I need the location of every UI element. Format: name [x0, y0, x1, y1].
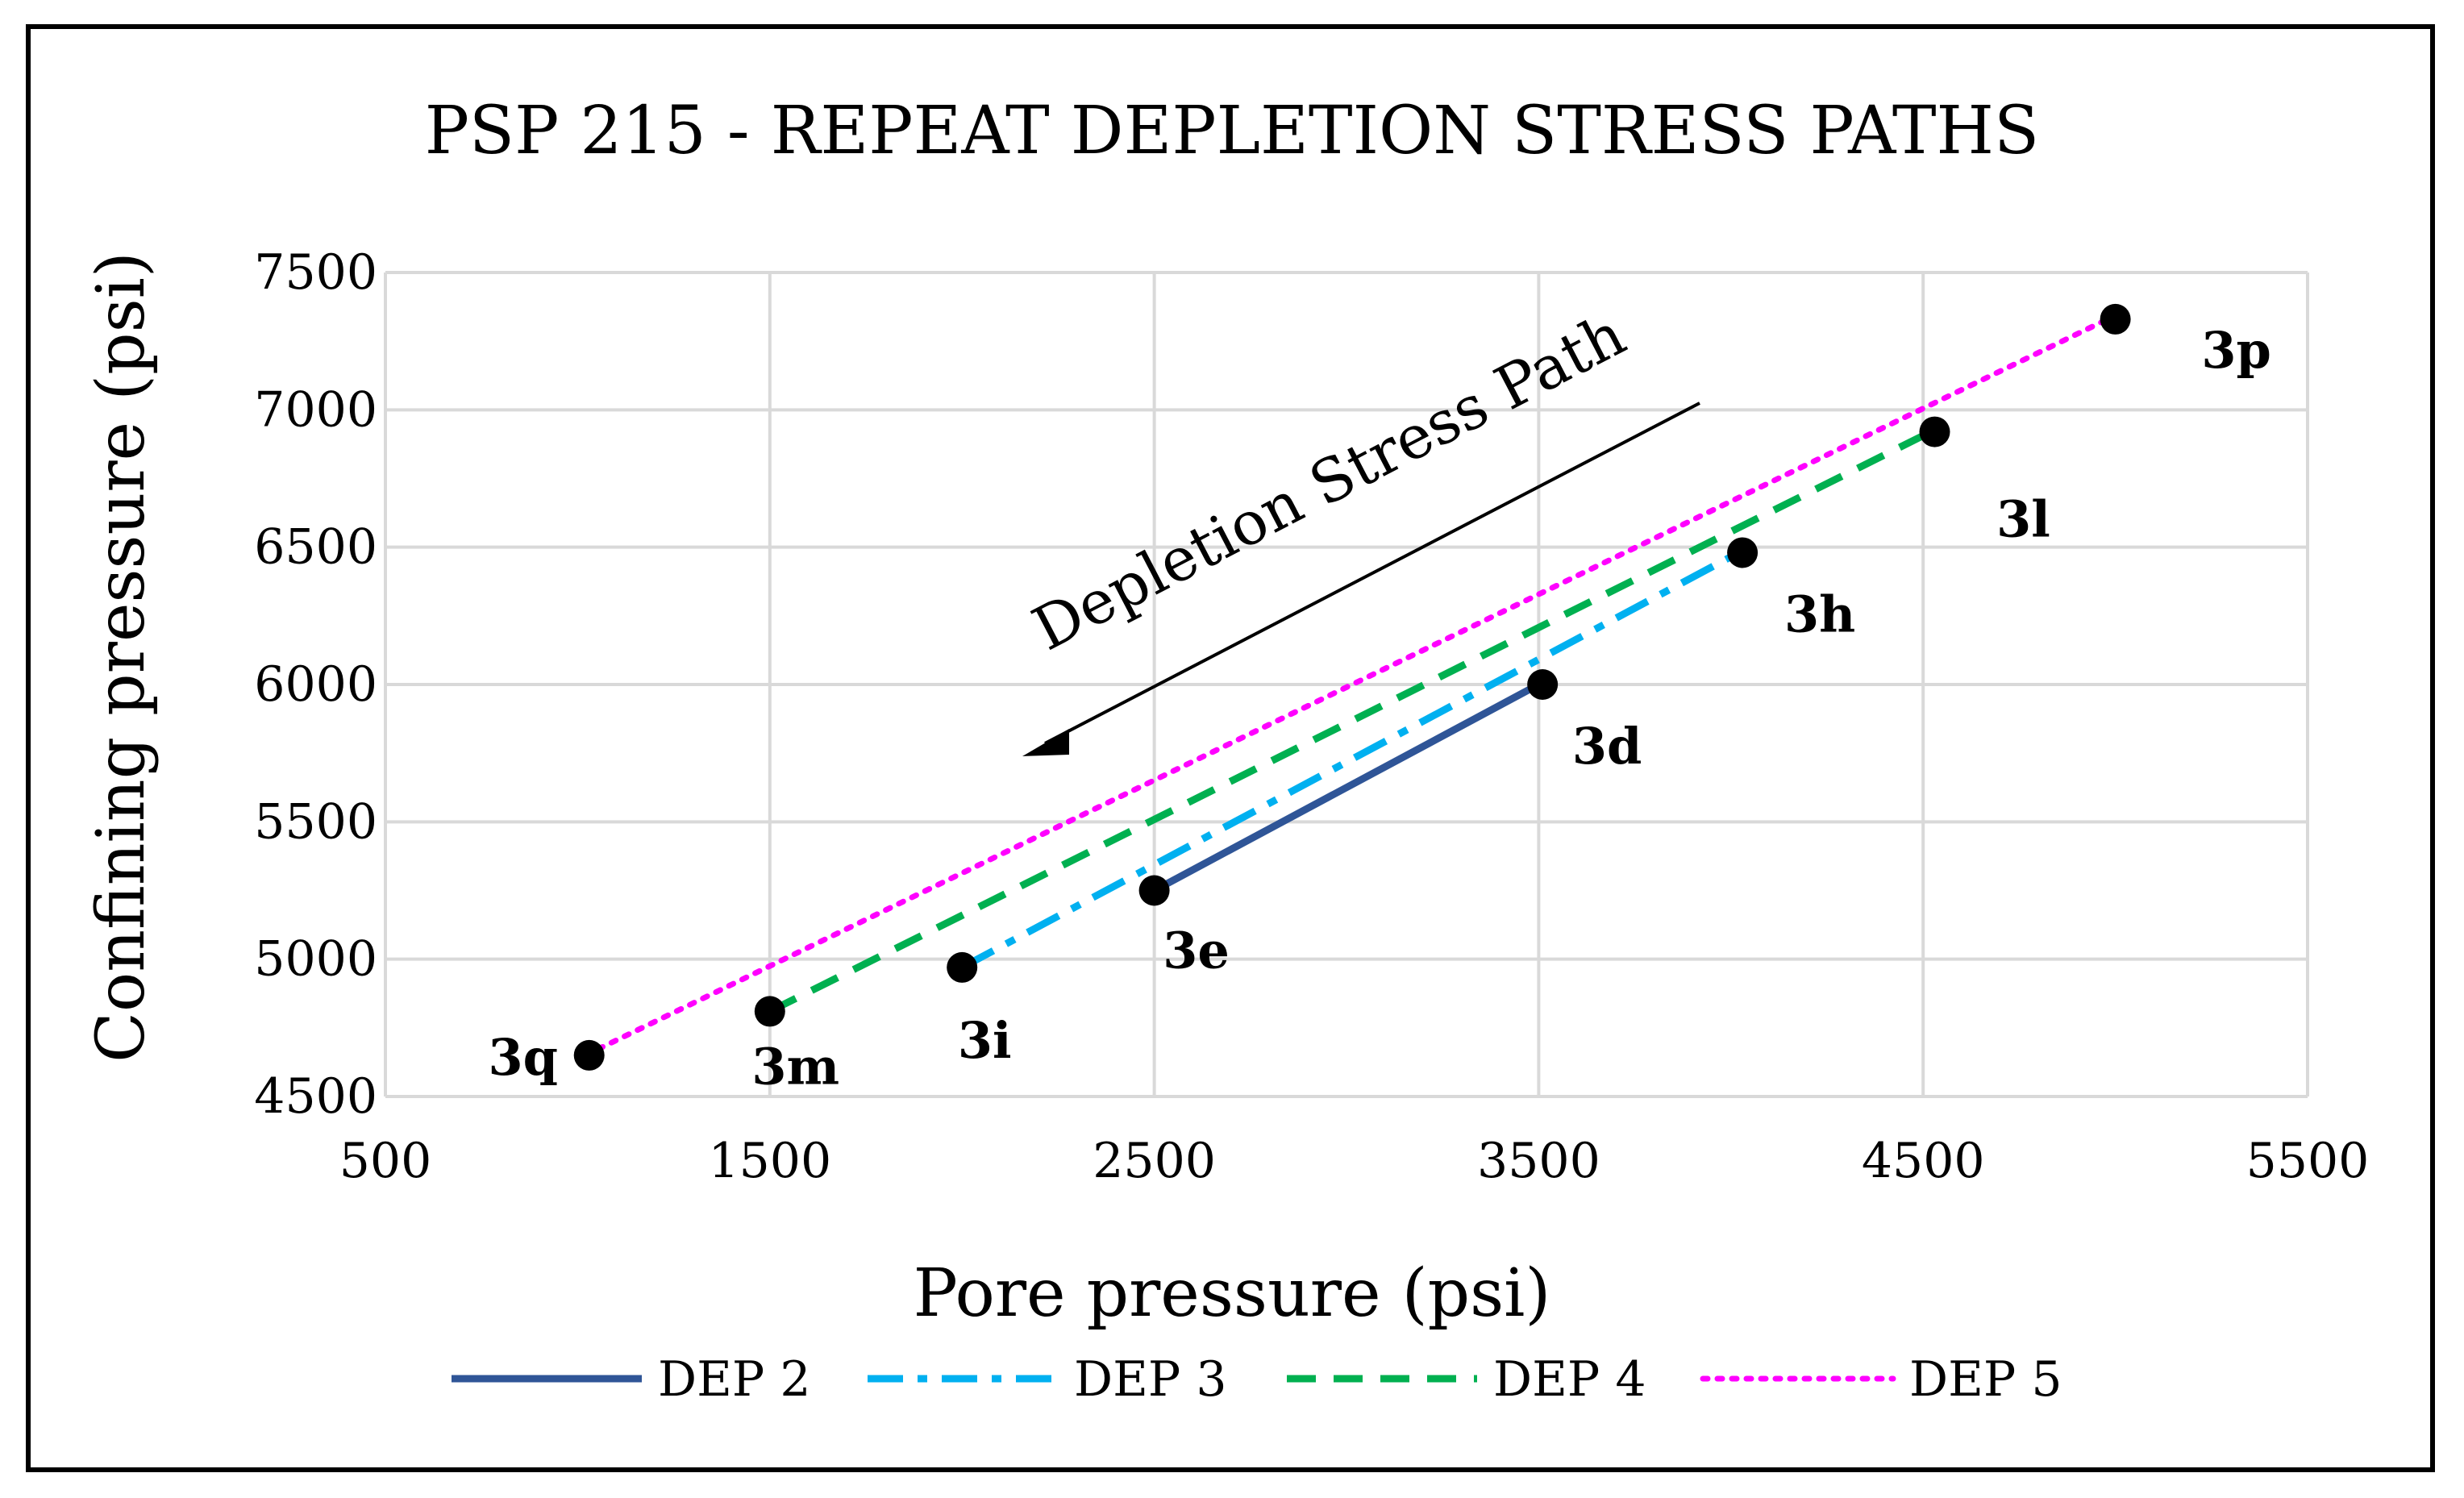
data-point-3h — [1727, 537, 1759, 568]
annotation-text: Depletion Stress Path — [1022, 300, 1637, 664]
legend-label-dep-4: DEP 4 — [1493, 1351, 1646, 1408]
data-point-3e — [1138, 875, 1170, 906]
chart-title: PSP 215 - REPEAT DEPLETION STRESS PATHS — [425, 93, 2039, 169]
series-line-dep-4 — [768, 428, 1933, 1015]
series-line-dep-5 — [582, 316, 2111, 1059]
data-point-3d — [1527, 669, 1559, 700]
legend: DEP 2 DEP 3 DEP 4 DEP 5 — [452, 1351, 2062, 1408]
legend-label-dep-3: DEP 3 — [1074, 1351, 1227, 1408]
legend-label-dep-2: DEP 2 — [658, 1351, 811, 1408]
data-point-3i — [947, 951, 978, 983]
annotation-arrow-head — [1022, 729, 1069, 756]
point-label-3l: 3l — [1996, 490, 2050, 549]
point-label-3d: 3d — [1572, 717, 1642, 776]
series-line-dep-2 — [1152, 681, 1541, 894]
y-tick-label: 5000 — [254, 931, 377, 988]
point-label-3e: 3e — [1163, 922, 1230, 980]
chart-frame — [26, 24, 2435, 1472]
data-point-3q — [573, 1039, 605, 1071]
point-label-3q: 3q — [488, 1028, 558, 1087]
series-layer — [582, 316, 2111, 1059]
x-tick-label: 2500 — [1093, 1133, 1216, 1189]
grid: 500 1500 2500 3500 4500 5500 4500 5000 5500 6000 6… — [254, 244, 2369, 1189]
point-label-3i: 3i — [958, 1011, 1012, 1070]
y-tick-label: 5500 — [254, 793, 377, 850]
x-tick-label: 500 — [339, 1133, 432, 1189]
y-tick-label: 7500 — [254, 244, 377, 301]
x-tick-label: 1500 — [708, 1133, 831, 1189]
data-point-3p — [2100, 303, 2131, 335]
data-point-3m — [754, 996, 785, 1027]
x-tick-label: 4500 — [1862, 1133, 1985, 1189]
point-label-3p: 3p — [2201, 321, 2271, 380]
y-tick-label: 6500 — [254, 519, 377, 576]
x-axis-label: Pore pressure (psi) — [914, 1255, 1551, 1332]
y-tick-label: 7000 — [254, 381, 377, 438]
legend-label-dep-5: DEP 5 — [1909, 1351, 2062, 1408]
points-layer: 3p 3l 3h 3d 3e 3i 3m 3q — [488, 303, 2271, 1096]
annotation-arrow-line — [1044, 402, 1700, 745]
point-label-3h: 3h — [1784, 585, 1855, 643]
data-point-3l — [1919, 416, 1950, 447]
x-tick-label: 3500 — [1477, 1133, 1600, 1189]
depletion-annotation: Depletion Stress Path — [1022, 300, 1700, 756]
x-tick-label: 5500 — [2246, 1133, 2370, 1189]
y-tick-label: 6000 — [254, 656, 377, 713]
point-label-3m: 3m — [751, 1037, 839, 1096]
y-tick-label: 4500 — [254, 1068, 377, 1125]
y-axis-label: Confining pressure (psi) — [83, 252, 160, 1063]
